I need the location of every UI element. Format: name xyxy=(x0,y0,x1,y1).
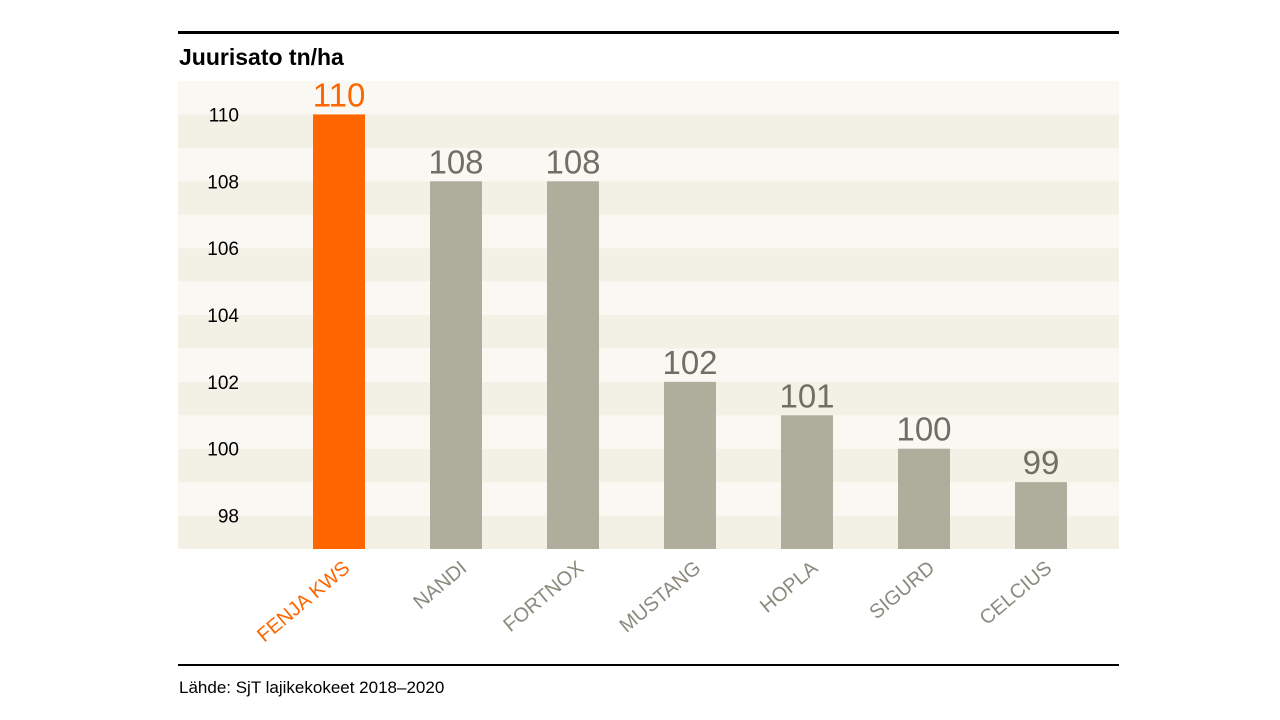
bar-value-label: 102 xyxy=(662,344,717,381)
bar-mustang xyxy=(664,381,716,549)
background-band xyxy=(178,81,1119,115)
bottom-rule xyxy=(178,664,1119,666)
category-label: HOPLA xyxy=(756,557,823,618)
y-tick-label: 106 xyxy=(207,239,239,260)
bar-fenja-kws xyxy=(313,114,365,549)
category-label: FORTNOX xyxy=(499,557,588,636)
source-note: Lähde: SjT lajikekokeet 2018–2020 xyxy=(179,678,445,697)
bar-value-label: 108 xyxy=(428,143,483,180)
category-label: FENJA KWS xyxy=(253,557,354,647)
category-label: MUSTANG xyxy=(616,557,706,637)
y-tick-label: 102 xyxy=(207,373,239,394)
chart-title: Juurisato tn/ha xyxy=(179,44,344,70)
bar-fortnox xyxy=(547,181,599,550)
bar-value-label: 108 xyxy=(545,143,600,180)
y-tick-label: 110 xyxy=(209,105,239,126)
y-tick-label: 108 xyxy=(207,172,239,193)
bar-celcius xyxy=(1015,482,1067,549)
category-label: CELCIUS xyxy=(976,557,1057,630)
bar-nandi xyxy=(430,181,482,550)
y-tick-label: 104 xyxy=(207,306,239,327)
y-tick-label: 100 xyxy=(207,440,239,461)
bar-value-label: 100 xyxy=(896,411,951,448)
bar-sigurd xyxy=(898,448,950,549)
top-rule xyxy=(178,31,1119,34)
bar-hopla xyxy=(781,415,833,549)
category-label: NANDI xyxy=(409,557,471,614)
bar-value-label: 99 xyxy=(1023,444,1060,481)
bar-value-label: 101 xyxy=(779,377,834,414)
y-tick-label: 98 xyxy=(218,507,239,528)
bar-value-label: 110 xyxy=(313,76,366,113)
category-label: SIGURD xyxy=(865,557,939,624)
